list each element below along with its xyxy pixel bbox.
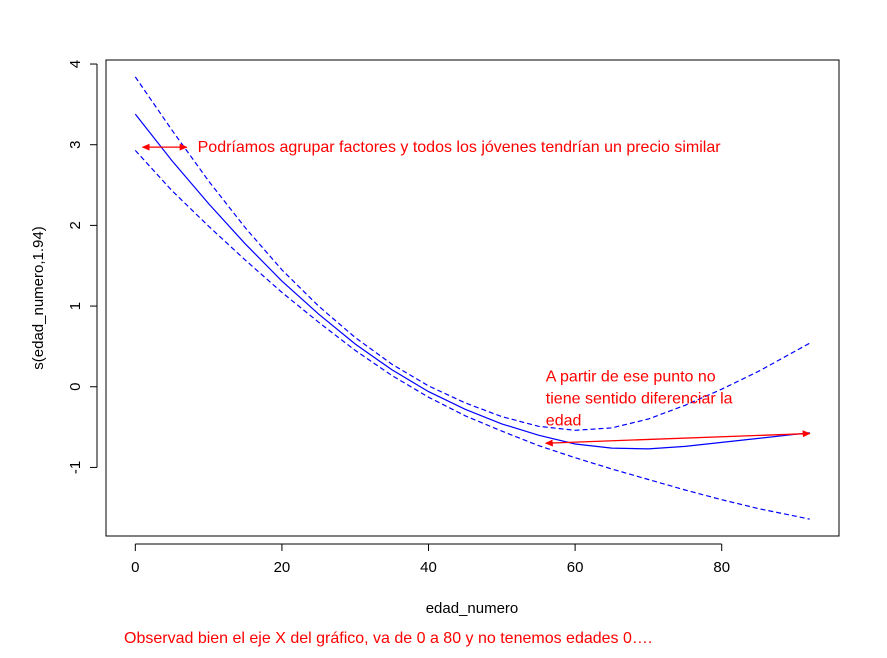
annotations-group: Podríamos agrupar factores y todos los j… [141, 139, 811, 447]
annotation-text: edad [546, 412, 582, 429]
y-tick-label: -1 [67, 461, 84, 474]
y-tick-label: 3 [67, 141, 84, 149]
y-tick-label: 0 [67, 383, 84, 391]
annotation-text: Podríamos agrupar factores y todos los j… [198, 139, 722, 156]
plot-frame [105, 59, 840, 537]
caption: Observad bien el eje X del gráfico, va d… [124, 630, 653, 647]
y-axis-title: s(edad_numero,1.94) [30, 226, 47, 369]
annotation-text: A partir de ese punto no [546, 368, 716, 385]
y-tick-label: 1 [67, 302, 84, 310]
x-tick-label: 0 [131, 559, 139, 576]
axes: 0 20 40 60 80 -1 0 1 2 3 4 [67, 60, 730, 576]
x-axis-title: edad_numero [426, 600, 519, 617]
x-tick-label: 80 [713, 559, 730, 576]
confidence-band-line [134, 149, 810, 520]
x-tick-label: 60 [567, 559, 584, 576]
annotation-text: tiene sentido diferenciar la [546, 390, 733, 407]
x-tick-label: 40 [420, 559, 437, 576]
confidence-band-line [134, 76, 810, 431]
y-tick-label: 2 [67, 221, 84, 229]
annotation-arrow [544, 430, 811, 447]
y-tick-label: 4 [67, 60, 84, 68]
x-tick-label: 20 [274, 559, 291, 576]
